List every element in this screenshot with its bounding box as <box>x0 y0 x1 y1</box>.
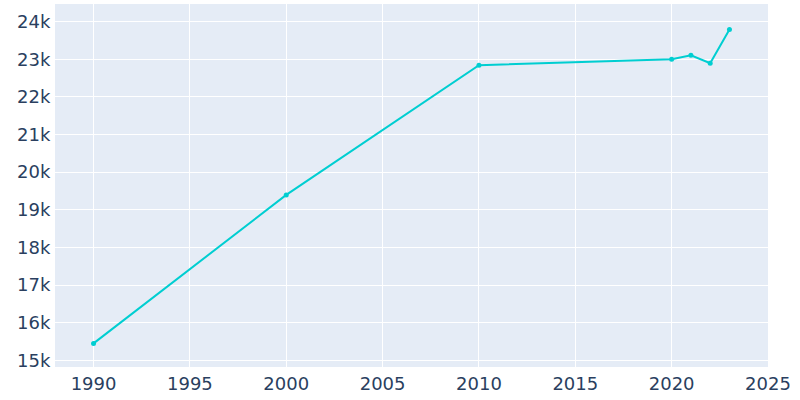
svg-text:1990: 1990 <box>71 373 117 394</box>
svg-text:16k: 16k <box>17 312 51 333</box>
svg-text:2015: 2015 <box>552 373 598 394</box>
svg-text:2010: 2010 <box>456 373 502 394</box>
svg-text:19k: 19k <box>17 199 51 220</box>
svg-text:18k: 18k <box>17 237 51 258</box>
svg-text:17k: 17k <box>17 274 51 295</box>
svg-text:24k: 24k <box>17 11 51 32</box>
svg-text:2020: 2020 <box>649 373 695 394</box>
svg-text:20k: 20k <box>17 161 51 182</box>
svg-text:21k: 21k <box>17 124 51 145</box>
svg-text:22k: 22k <box>17 86 51 107</box>
svg-text:15k: 15k <box>17 350 51 371</box>
svg-text:2005: 2005 <box>360 373 406 394</box>
svg-text:2000: 2000 <box>263 373 309 394</box>
svg-text:23k: 23k <box>17 49 51 70</box>
svg-text:1995: 1995 <box>167 373 213 394</box>
svg-text:2025: 2025 <box>745 373 791 394</box>
